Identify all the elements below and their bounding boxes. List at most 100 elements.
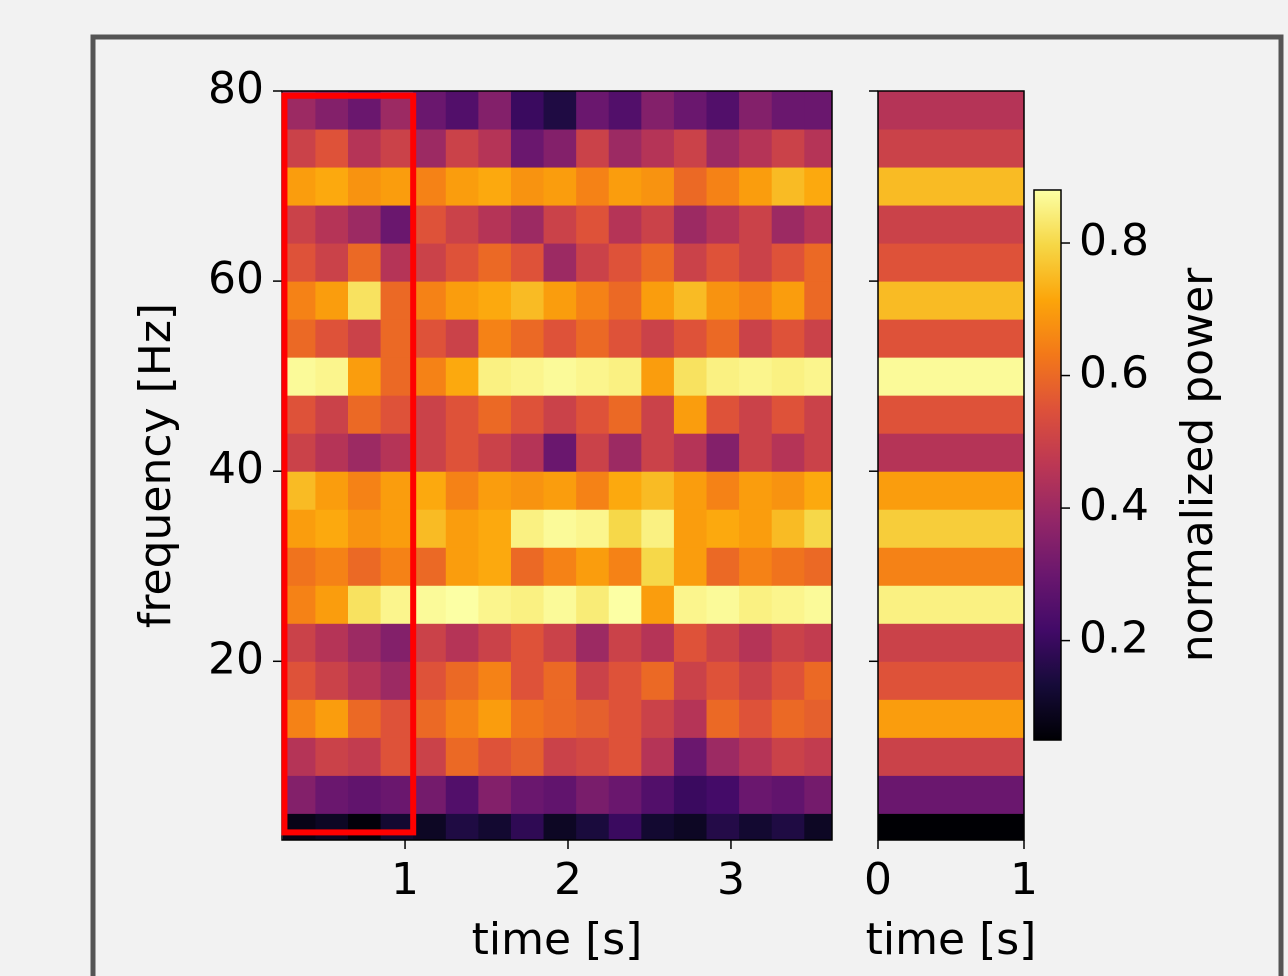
heatmap-cell (510, 509, 545, 548)
heatmap-cell (878, 471, 1024, 510)
heatmap-cell (315, 699, 349, 738)
heatmap-cell (413, 547, 447, 586)
heatmap-cell (739, 661, 773, 700)
heatmap-cell (608, 509, 642, 548)
heatmap-cell (478, 243, 512, 282)
heatmap-cell (380, 547, 414, 586)
heatmap-cell (413, 91, 447, 130)
heatmap-cell (348, 319, 382, 358)
heatmap-cell (543, 129, 577, 168)
heatmap-cell (543, 737, 577, 776)
heatmap-cell (380, 129, 414, 168)
heatmap-cell (315, 319, 349, 358)
heatmap-cell (543, 357, 577, 396)
colorbar-tick-label: 0.8 (1079, 215, 1149, 266)
heatmap-cell (706, 547, 740, 586)
heatmap-cell (576, 509, 610, 548)
heatmap-cell (315, 737, 349, 776)
heatmap-cell (380, 813, 414, 840)
heatmap-cell (804, 205, 832, 244)
heatmap-cell (315, 357, 349, 396)
heatmap-cell (510, 243, 545, 282)
heatmap-cells (878, 91, 1024, 840)
heatmap-cell (315, 661, 349, 700)
y-axis-label: frequency [Hz] (130, 303, 181, 628)
heatmap-cell (804, 281, 832, 320)
heatmap-cell (282, 319, 316, 358)
heatmap-cell (348, 205, 382, 244)
heatmap-cell (315, 167, 349, 206)
heatmap-cell (576, 395, 610, 434)
heatmap-cell (706, 737, 740, 776)
heatmap-cell (804, 471, 832, 510)
heatmap-cell (543, 243, 577, 282)
heatmap-cell (706, 357, 740, 396)
heatmap-cell (673, 699, 708, 738)
heatmap-cell (348, 775, 382, 814)
heatmap-cell (706, 129, 740, 168)
heatmap-cell (739, 129, 773, 168)
heatmap-cell (478, 395, 512, 434)
heatmap-cell (804, 509, 832, 548)
heatmap-cell (510, 661, 545, 700)
heatmap-cell (445, 91, 479, 130)
heatmap-cell (641, 91, 675, 130)
heatmap-cell (739, 205, 773, 244)
heatmap-cell (348, 471, 382, 510)
heatmap-cell (576, 243, 610, 282)
heatmap-cell (282, 281, 316, 320)
heatmap-cell (478, 661, 512, 700)
heatmap-cell (282, 433, 316, 472)
heatmap-cell (878, 243, 1024, 282)
heatmap-cell (673, 357, 708, 396)
heatmap-cell (282, 205, 316, 244)
heatmap-cell (804, 623, 832, 662)
y-tick-label: 80 (208, 63, 264, 114)
heatmap-cell (445, 585, 479, 624)
heatmap-cell (706, 585, 740, 624)
heatmap-cell (380, 357, 414, 396)
heatmap-cell (706, 395, 740, 434)
heatmap-cell (706, 281, 740, 320)
heatmap-cell (706, 471, 740, 510)
heatmap-cell (348, 623, 382, 662)
heatmap-cell (348, 433, 382, 472)
heatmap-cell (608, 91, 642, 130)
heatmap-cell (445, 775, 479, 814)
heatmap-cell (804, 395, 832, 434)
heatmap-cell (543, 471, 577, 510)
heatmap-cell (608, 471, 642, 510)
heatmap-cell (348, 813, 382, 840)
heatmap-cell (348, 585, 382, 624)
colorbar-tick-label: 0.6 (1079, 348, 1149, 399)
heatmap-cell (576, 357, 610, 396)
heatmap-cell (445, 813, 479, 840)
heatmap-cell (673, 547, 708, 586)
heatmap-cell (380, 205, 414, 244)
heatmap-cell (739, 585, 773, 624)
heatmap-cell (282, 243, 316, 282)
heatmap-cell (315, 205, 349, 244)
heatmap-cell (510, 813, 545, 840)
heatmap-cell (478, 547, 512, 586)
heatmap-cell (878, 813, 1024, 840)
heatmap-cell (478, 623, 512, 662)
heatmap-cell (282, 547, 316, 586)
y-tick-label: 40 (208, 443, 264, 494)
heatmap-cell (739, 357, 773, 396)
heatmap-cell (771, 661, 805, 700)
heatmap-cell (282, 167, 316, 206)
heatmap-cell (739, 319, 773, 358)
heatmap-cell (878, 699, 1024, 738)
heatmap-cell (445, 623, 479, 662)
heatmap-cell (478, 129, 512, 168)
heatmap-cell (641, 661, 675, 700)
heatmap-cell (878, 281, 1024, 320)
heatmap-cell (413, 243, 447, 282)
heatmap-cell (878, 319, 1024, 358)
heatmap-cell (878, 775, 1024, 814)
heatmap-cell (576, 547, 610, 586)
heatmap-cell (543, 623, 577, 662)
heatmap-cell (510, 775, 545, 814)
